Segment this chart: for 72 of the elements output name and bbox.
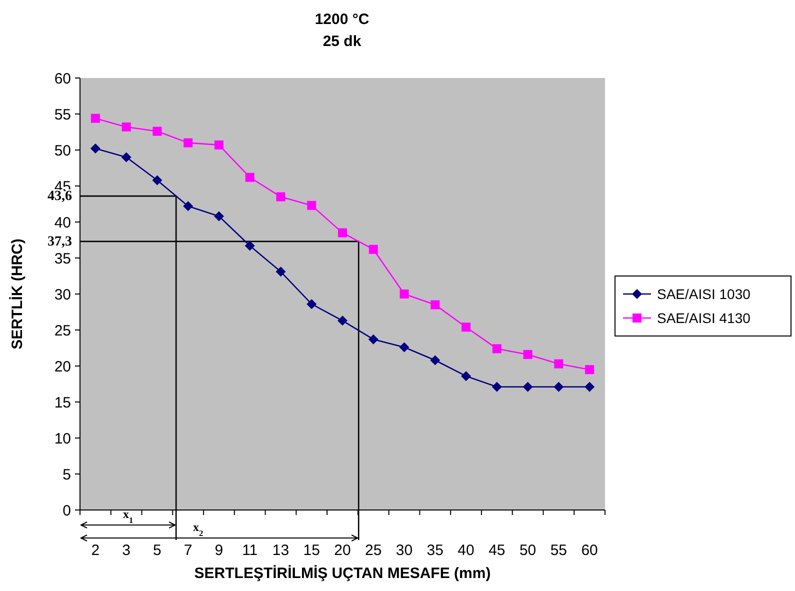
point [276, 266, 286, 277]
y-tick-label: 10 [54, 430, 71, 448]
y-tick-label: 5 [62, 466, 71, 484]
x-tick-label: 20 [334, 542, 351, 559]
x-tick-label: 50 [519, 542, 536, 559]
x-tick-label: 55 [550, 542, 568, 559]
legend-label: SAE/AISI 4130 [657, 310, 751, 326]
point [214, 211, 224, 222]
point [121, 152, 132, 162]
chart-title: 1200 °C [314, 11, 370, 28]
point [399, 342, 410, 352]
x-tick-label: 40 [458, 542, 474, 559]
y-tick-label: 20 [54, 358, 71, 376]
x-tick-label: 2 [91, 542, 100, 559]
y-tick-label: 50 [54, 142, 71, 160]
point [306, 299, 317, 310]
point [584, 382, 595, 392]
y-tick-label: 55 [54, 106, 71, 124]
x-tick-label: 15 [303, 542, 320, 559]
point [368, 244, 378, 254]
x-axis-title: SERTLEŞTİRİLMİŞ UÇTAN MESAFE (mm) [194, 565, 491, 582]
point [554, 359, 564, 368]
point [554, 382, 564, 392]
point [462, 322, 471, 332]
legend-label: SAE/AISI 1030 [657, 286, 751, 302]
point [430, 300, 440, 310]
y-axis-title: SERTLİK (HRC) [9, 238, 26, 350]
point [214, 140, 224, 150]
point [183, 201, 194, 212]
y-tick-label: 35 [54, 250, 71, 268]
point [90, 114, 100, 123]
point [90, 144, 100, 154]
point [492, 344, 502, 354]
point [245, 172, 254, 182]
point [307, 200, 316, 210]
point [368, 334, 378, 344]
x-tick-label: 35 [426, 542, 444, 559]
point [122, 122, 131, 132]
y-tick-label: 30 [54, 286, 71, 304]
x-tick-label: 60 [581, 542, 598, 559]
x-tick-label: 30 [396, 542, 413, 559]
y-tick-label: 40 [54, 214, 71, 232]
point [152, 175, 162, 186]
point [338, 316, 348, 326]
x-tick-label: 25 [365, 542, 382, 559]
point [338, 228, 347, 238]
point [152, 126, 162, 136]
x-tick-label: 9 [214, 542, 224, 559]
point [585, 365, 594, 374]
chart-subtitle: 25 dk [322, 33, 362, 50]
annotation: x$_{1}$ [122, 507, 134, 524]
point [522, 382, 533, 392]
point [523, 350, 532, 359]
point [430, 355, 440, 366]
y-tick-label: 0 [62, 502, 71, 520]
y-tick-label: 25 [54, 322, 71, 340]
point [244, 240, 255, 251]
x-tick-label: 45 [488, 542, 506, 559]
x-tick-label: 3 [122, 542, 130, 559]
x-tick-label: 7 [184, 542, 192, 559]
point [276, 192, 286, 202]
y-tick-label: 60 [54, 70, 71, 88]
point [461, 371, 472, 382]
point [492, 382, 502, 392]
ref-line-label: 37,3 [48, 234, 72, 250]
y-tick-label: 15 [54, 394, 71, 412]
text: x$_{2}$ [192, 520, 204, 538]
x-tick-label: 13 [272, 542, 290, 559]
point [184, 138, 193, 148]
point [400, 290, 409, 298]
x-tick-label: 11 [242, 542, 258, 559]
x-tick-label: 5 [153, 542, 162, 559]
